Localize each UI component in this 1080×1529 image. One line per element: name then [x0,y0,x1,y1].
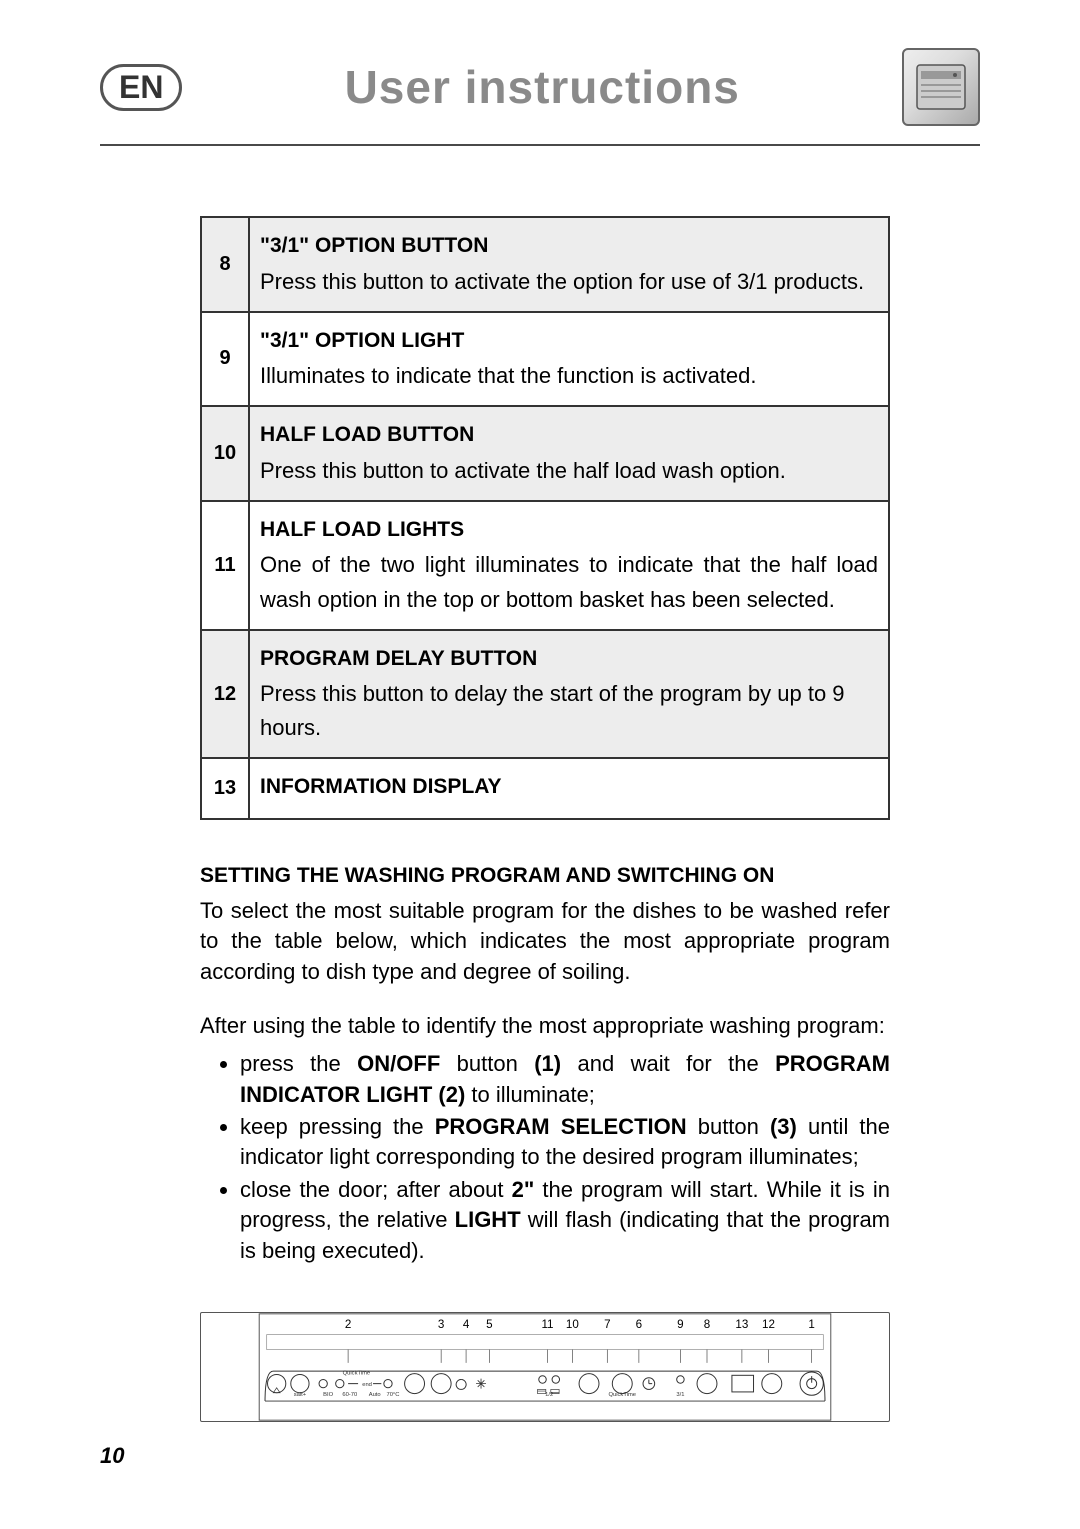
page-title: User instructions [182,60,902,114]
row-title: "3/1" OPTION LIGHT [260,325,878,358]
lang-badge: EN [100,64,182,111]
li-text: close the door; after about [240,1177,512,1202]
li-text: to illuminate; [465,1082,595,1107]
panel-label: 13 [735,1318,748,1331]
row-desc: Press this button to delay the start of … [260,681,845,740]
table-row: 13 INFORMATION DISPLAY [201,758,889,819]
row-title: PROGRAM DELAY BUTTON [260,643,878,676]
svg-text:BIO: BIO [323,1392,333,1398]
instructions-list: press the ON/OFF button (1) and wait for… [200,1049,890,1266]
panel-label: 2 [345,1318,351,1331]
row-number: 9 [201,312,249,407]
table-row: 9 "3/1" OPTION LIGHT Illuminates to indi… [201,312,889,407]
row-content: HALF LOAD LIGHTS One of the two light il… [249,501,889,630]
section-heading: SETTING THE WASHING PROGRAM AND SWITCHIN… [200,864,890,888]
svg-text:3/1: 3/1 [676,1392,684,1398]
row-number: 13 [201,758,249,819]
row-number: 10 [201,406,249,501]
panel-label: 3 [438,1318,444,1331]
li-text: button [440,1051,534,1076]
panel-label: 8 [704,1318,710,1331]
panel-label: 6 [636,1318,642,1331]
list-item: press the ON/OFF button (1) and wait for… [240,1049,890,1110]
li-strong: (1) [534,1051,561,1076]
row-content: HALF LOAD BUTTON Press this button to ac… [249,406,889,501]
svg-text:end: end [362,1382,372,1388]
row-number: 11 [201,501,249,630]
row-content: "3/1" OPTION LIGHT Illuminates to indica… [249,312,889,407]
panel-label: 4 [463,1318,470,1331]
panel-label: 11 [541,1318,553,1331]
row-content: INFORMATION DISPLAY [249,758,889,819]
li-strong: PROGRAM SELECTION [435,1114,687,1139]
row-title: INFORMATION DISPLAY [260,771,878,804]
panel-label: 5 [486,1318,492,1331]
table-row: 12 PROGRAM DELAY BUTTON Press this butto… [201,630,889,759]
table-row: 10 HALF LOAD BUTTON Press this button to… [201,406,889,501]
svg-text:60-70: 60-70 [342,1392,357,1398]
row-number: 8 [201,217,249,312]
row-desc: Press this button to activate the half l… [260,458,786,483]
buttons-reference-table: 8 "3/1" OPTION BUTTON Press this button … [200,216,890,820]
svg-text:Auto: Auto [369,1392,381,1398]
row-content: PROGRAM DELAY BUTTON Press this button t… [249,630,889,759]
li-text: keep pressing the [240,1114,435,1139]
panel-label: 1 [808,1318,814,1331]
svg-text:QuickTime: QuickTime [609,1392,636,1398]
li-text: and wait for the [561,1051,775,1076]
page-header: EN User instructions [100,48,980,146]
table-row: 8 "3/1" OPTION BUTTON Press this button … [201,217,889,312]
section-p1: To select the most suitable program for … [200,896,890,987]
li-strong: LIGHT [455,1207,521,1232]
panel-label: 9 [677,1318,683,1331]
panel-label: 10 [566,1318,579,1331]
li-text: button [687,1114,770,1139]
row-content: "3/1" OPTION BUTTON Press this button to… [249,217,889,312]
list-item: keep pressing the PROGRAM SELECTION butt… [240,1112,890,1173]
row-title: "3/1" OPTION BUTTON [260,230,878,263]
setting-program-section: SETTING THE WASHING PROGRAM AND SWITCHIN… [200,864,890,1266]
control-panel-svg: 2 3 4 5 11 10 7 6 9 8 13 12 1 [200,1312,890,1422]
row-title: HALF LOAD LIGHTS [260,514,878,547]
row-desc: Press this button to activate the option… [260,269,864,294]
table-row: 11 HALF LOAD LIGHTS One of the two light… [201,501,889,630]
list-item: close the door; after about 2" the progr… [240,1175,890,1266]
row-title: HALF LOAD BUTTON [260,419,878,452]
row-desc: One of the two light illuminates to indi… [260,552,878,611]
svg-text:70°C: 70°C [386,1392,399,1398]
li-strong: ON/OFF [357,1051,440,1076]
row-desc: Illuminates to indicate that the functio… [260,363,757,388]
row-number: 12 [201,630,249,759]
section-p2: After using the table to identify the mo… [200,1011,890,1041]
page-number: 10 [100,1443,124,1469]
li-strong: 2" [512,1177,535,1202]
product-icon [902,48,980,126]
svg-text:QuickTime: QuickTime [343,1370,370,1376]
panel-label: 7 [604,1318,610,1331]
li-strong: (3) [770,1114,797,1139]
li-text: press the [240,1051,357,1076]
control-panel-diagram: 2 3 4 5 11 10 7 6 9 8 13 12 1 [200,1312,890,1427]
panel-label: 12 [762,1318,775,1331]
svg-text:salt+: salt+ [294,1392,307,1398]
